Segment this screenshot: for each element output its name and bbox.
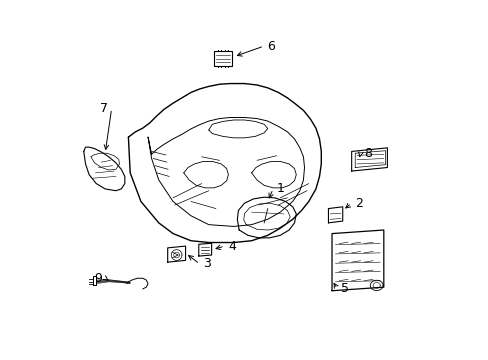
Text: 8: 8 — [363, 147, 371, 160]
Text: 2: 2 — [354, 197, 362, 210]
Text: 4: 4 — [227, 240, 235, 253]
Text: 9: 9 — [94, 272, 102, 285]
Text: 5: 5 — [340, 283, 348, 296]
Text: 6: 6 — [267, 40, 275, 53]
Text: 7: 7 — [100, 102, 108, 115]
Text: 1: 1 — [276, 183, 284, 195]
Text: 3: 3 — [203, 257, 210, 270]
